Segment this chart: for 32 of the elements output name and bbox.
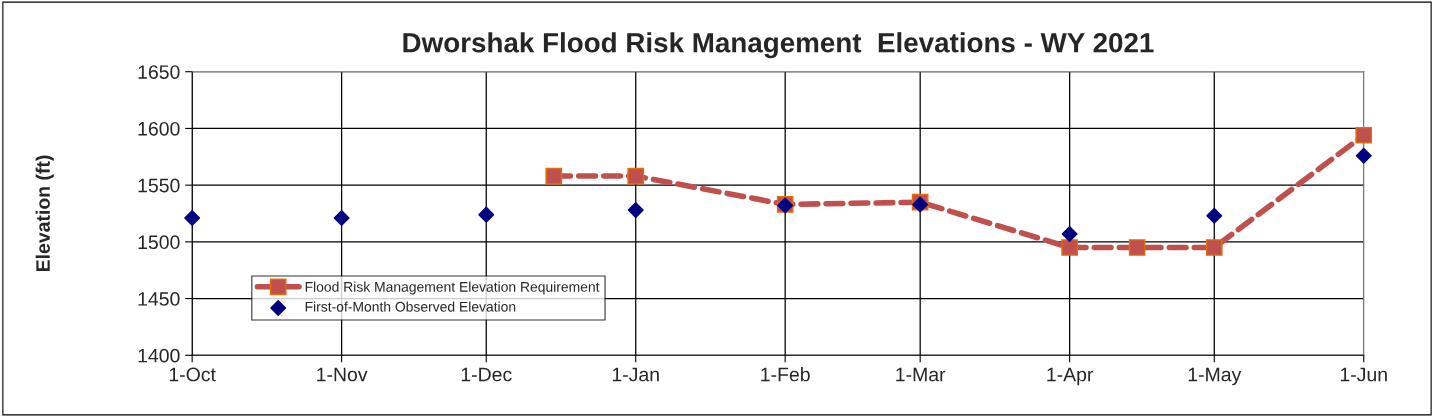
legend-label: First-of-Month Observed Elevation (305, 301, 516, 312)
point (1061, 239, 1078, 256)
y-axis-title: Elevation (ft) (35, 155, 54, 272)
y-tick-label: 1500 (138, 235, 180, 250)
x-tick-label: 1-Mar (896, 367, 946, 382)
x-tick-label: 1-Jan (612, 367, 659, 382)
x-tick-label: 1-Nov (317, 367, 368, 382)
legend-label: Flood Risk Management Elevation Requirement (305, 281, 600, 295)
x-tick-label: 1-Apr (1047, 367, 1094, 386)
x-tick-label: 1-Feb (761, 367, 810, 382)
y-tick-label: 1400 (138, 348, 180, 363)
point (333, 210, 350, 227)
y-tick-label: 1600 (138, 121, 180, 136)
point (627, 167, 645, 185)
point (1355, 126, 1373, 144)
y-tick-label: 1650 (138, 65, 180, 79)
x-tick-label: 1-Dec (461, 367, 512, 382)
chart-title: Dworshak Flood Risk Management Elevations - WY 2021 (403, 32, 1154, 59)
x-tick-label: 1-May (1188, 367, 1242, 386)
point (1061, 225, 1078, 242)
point (478, 206, 495, 223)
y-tick-label: 1450 (138, 292, 180, 306)
point (1355, 147, 1372, 164)
point (184, 210, 201, 227)
point (1205, 239, 1223, 256)
x-tick-label: 1-Oct (169, 367, 216, 382)
point (627, 202, 644, 219)
point (545, 167, 563, 185)
point (1128, 239, 1146, 256)
x-tick-label: 1-Jun (1340, 367, 1387, 382)
point (1206, 207, 1223, 224)
y-tick-label: 1550 (138, 178, 180, 193)
